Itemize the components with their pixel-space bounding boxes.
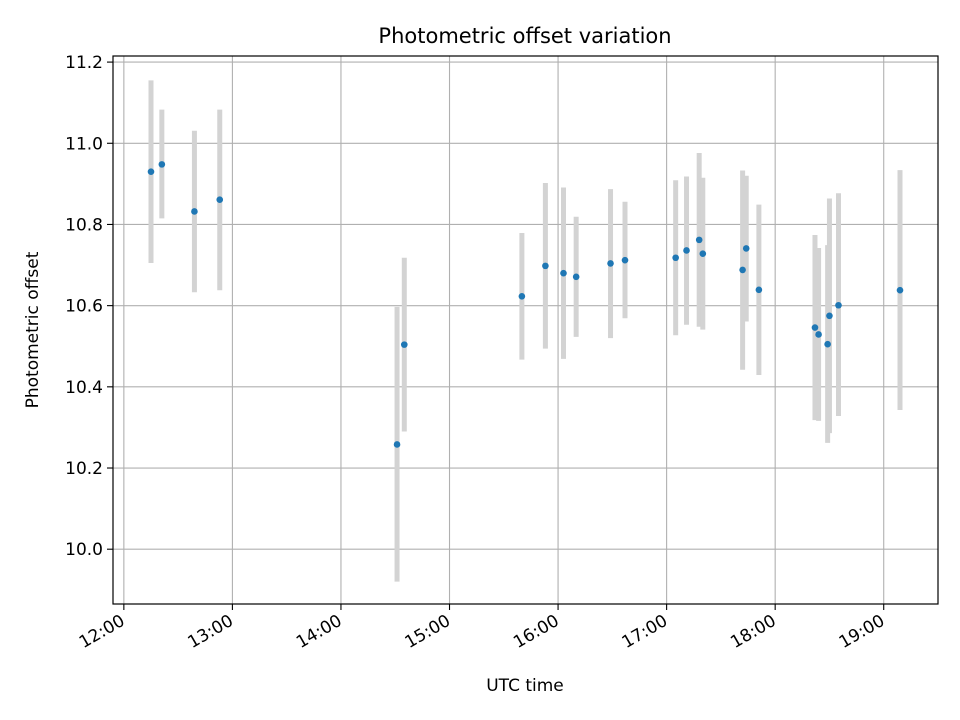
- data-point: [158, 161, 166, 168]
- data-point: [824, 340, 831, 348]
- data-point: [742, 245, 750, 252]
- data-point: [518, 293, 526, 300]
- x-tick-label: 18:00: [727, 611, 779, 653]
- x-tick-label: 19:00: [836, 611, 888, 653]
- data-points: [147, 161, 904, 448]
- data-point: [393, 441, 401, 448]
- data-point: [683, 247, 690, 254]
- data-point: [755, 286, 763, 294]
- y-tick-label: 10.4: [65, 378, 103, 398]
- x-tick-label: 16:00: [510, 611, 562, 653]
- x-tick-label: 12:00: [76, 611, 128, 653]
- plot-frame: [112, 55, 939, 605]
- y-tick-label: 10.6: [65, 297, 103, 317]
- data-point: [400, 341, 408, 348]
- x-axis-label: UTC time: [486, 676, 564, 696]
- y-tick-label: 10.8: [65, 215, 103, 235]
- y-axis-label: Photometric offset: [23, 251, 43, 408]
- grid: [113, 56, 938, 604]
- data-point: [672, 254, 679, 262]
- data-point: [811, 324, 819, 331]
- data-point: [607, 260, 614, 267]
- data-point: [739, 266, 746, 274]
- error-bars: [148, 80, 903, 582]
- x-tick-label: 14:00: [293, 611, 345, 653]
- x-axis-ticks: 12:00 13:00 14:00 15:00 16:00 17:00 18:00 19:00: [76, 604, 888, 653]
- chart-title: Photometric offset variation: [378, 24, 671, 48]
- data-point: [560, 269, 567, 277]
- data-point: [835, 301, 842, 309]
- data-point: [542, 262, 549, 270]
- y-tick-label: 10.0: [65, 540, 103, 560]
- data-point: [815, 331, 822, 338]
- data-point: [896, 286, 904, 294]
- data-point: [191, 208, 198, 215]
- data-point: [147, 168, 155, 175]
- data-point: [695, 236, 703, 244]
- y-tick-label: 11.0: [65, 134, 103, 154]
- data-point: [572, 273, 580, 281]
- data-point: [621, 256, 629, 264]
- y-tick-label: 11.2: [65, 53, 103, 73]
- y-axis-ticks: 10.0 10.2 10.4 10.6 10.8 11.0 11.2: [65, 53, 113, 560]
- y-tick-label: 10.2: [65, 459, 103, 479]
- x-tick-label: 13:00: [184, 611, 236, 653]
- x-tick-label: 17:00: [619, 611, 671, 653]
- data-point: [699, 250, 707, 257]
- data-point: [216, 196, 224, 203]
- data-point: [826, 312, 833, 320]
- x-tick-label: 15:00: [402, 611, 454, 653]
